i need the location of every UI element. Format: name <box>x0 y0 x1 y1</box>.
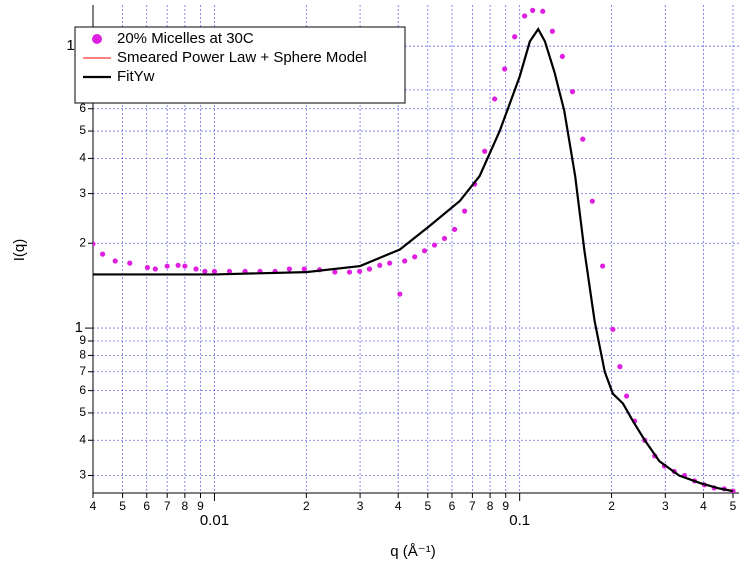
x-tick-label: 7 <box>469 499 476 513</box>
y-tick-label: 5 <box>79 405 86 419</box>
data-point <box>226 268 233 274</box>
data-point <box>164 263 170 269</box>
data-point <box>512 34 518 40</box>
x-tick-label: 3 <box>357 499 364 513</box>
x-tick-label: 0.1 <box>509 512 530 529</box>
data-point <box>600 263 606 269</box>
data-point <box>152 266 158 272</box>
data-point <box>346 269 353 275</box>
y-axis-label: I(q) <box>11 239 28 262</box>
x-tick-label: 9 <box>502 499 509 513</box>
x-tick-label: 9 <box>197 499 204 513</box>
data-point <box>211 268 218 274</box>
data-point <box>301 266 307 272</box>
data-point <box>193 266 199 272</box>
data-point <box>286 266 292 272</box>
data-point <box>99 251 106 257</box>
x-tick-label: 2 <box>608 499 615 513</box>
legend-label: FitYw <box>117 68 155 85</box>
x-tick-label: 6 <box>143 499 150 513</box>
data-point <box>540 8 546 14</box>
y-tick-label: 5 <box>79 123 86 137</box>
plot-area <box>93 7 736 493</box>
data-point <box>377 262 383 268</box>
data-point <box>549 28 555 34</box>
x-tick-label: 2 <box>303 499 310 513</box>
x-tick-label: 3 <box>662 499 669 513</box>
data-point <box>502 66 508 72</box>
data-point <box>397 291 403 297</box>
data-point <box>112 258 118 264</box>
x-tick-label: 6 <box>449 499 456 513</box>
data-point <box>559 53 565 60</box>
data-point <box>431 242 438 248</box>
data-point <box>617 364 623 370</box>
data-point <box>202 268 208 274</box>
legend-marker <box>92 34 102 44</box>
data-point <box>421 248 428 254</box>
data-point <box>127 260 133 266</box>
x-tick-label: 8 <box>182 499 189 513</box>
x-tick-label: 4 <box>395 499 402 513</box>
data-point <box>569 89 576 95</box>
legend-label: 20% Micelles at 30C <box>117 30 254 47</box>
data-point <box>492 96 498 102</box>
data-point <box>580 136 586 142</box>
x-tick-label: 4 <box>90 499 97 513</box>
y-tick-label: 6 <box>79 383 86 397</box>
data-point <box>623 393 630 399</box>
legend-label: Smeared Power Law + Sphere Model <box>117 49 367 66</box>
data-point <box>522 13 528 19</box>
data-point <box>589 198 595 204</box>
y-tick-label: 4 <box>79 432 86 446</box>
y-tick-label: 2 <box>79 235 86 249</box>
x-tick-label: 8 <box>487 499 494 513</box>
y-tick-label: 9 <box>79 333 86 347</box>
legend-box <box>74 26 406 104</box>
data-point <box>530 7 536 13</box>
y-tick-label: 1 <box>75 319 83 336</box>
y-tick-label: 4 <box>79 151 86 165</box>
fit-line <box>93 26 734 493</box>
x-tick-label: 4 <box>700 499 707 513</box>
data-point <box>93 241 96 247</box>
y-tick-label: 7 <box>79 364 86 378</box>
data-point <box>441 235 448 242</box>
x-tick-label: 7 <box>164 499 171 513</box>
data-point <box>412 254 418 260</box>
x-tick-label: 5 <box>730 499 737 513</box>
data-point <box>387 260 393 266</box>
y-tick-label: 3 <box>79 468 86 482</box>
y-tick-label: 6 <box>79 101 86 115</box>
x-tick-label: 5 <box>119 499 126 513</box>
data-point <box>332 269 338 275</box>
data-point <box>366 266 373 272</box>
data-point <box>451 226 458 232</box>
data-point <box>461 208 468 214</box>
data-point <box>610 326 616 332</box>
x-tick-label: 5 <box>424 499 431 513</box>
data-point <box>182 263 188 269</box>
y-tick-label: 3 <box>79 186 86 200</box>
data-point <box>482 148 488 154</box>
x-tick-label: 0.01 <box>200 512 229 529</box>
data-point <box>402 258 408 264</box>
data-point <box>357 268 363 274</box>
x-axis-label: q (Å⁻¹) <box>390 543 435 560</box>
data-point <box>175 262 181 268</box>
data-point <box>144 264 151 271</box>
y-tick-label: 8 <box>79 348 86 362</box>
